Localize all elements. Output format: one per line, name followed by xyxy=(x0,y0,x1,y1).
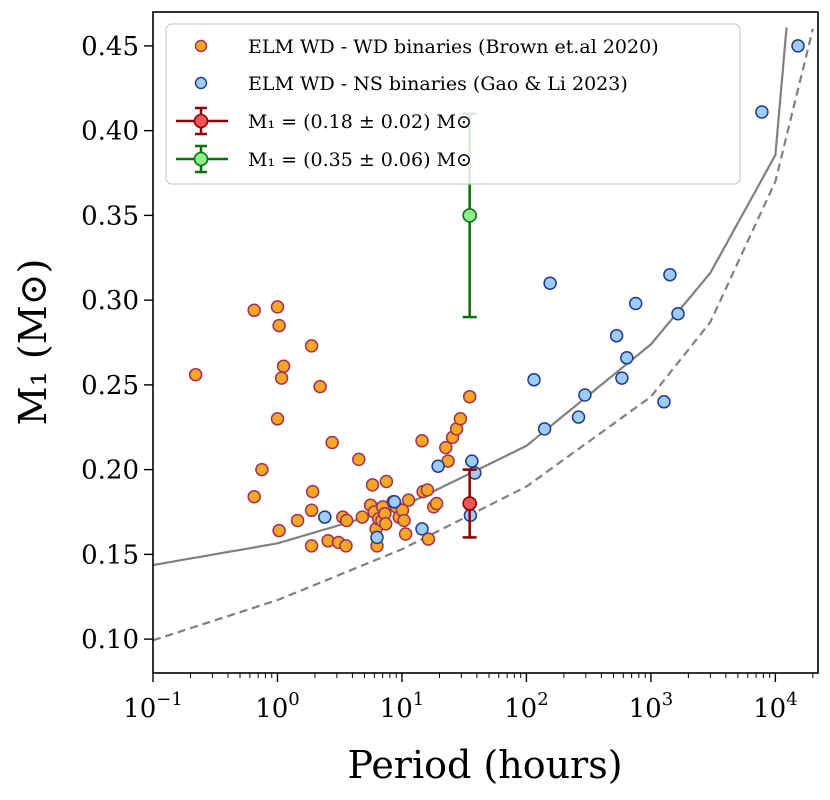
wd-wd-point xyxy=(274,371,289,385)
legend-entry-4: M₁ = (0.35 ± 0.06) M⊙ xyxy=(176,144,472,174)
wd-wd-point xyxy=(365,478,380,492)
y-axis-ticks: 0.10 0.15 0.20 0.25 0.30 0.35 0.40 0.45 xyxy=(81,32,153,655)
y-tick-label: 0.35 xyxy=(81,201,139,231)
wd-wd-point xyxy=(378,517,393,531)
wd-wd-point xyxy=(325,435,339,450)
y-axis-title: M₁ (M⊙) xyxy=(11,259,55,426)
wd-wd-point xyxy=(304,503,319,518)
wd-ns-point xyxy=(620,351,634,365)
wd-ns-point xyxy=(615,371,629,385)
wd-wd-point xyxy=(439,440,453,455)
x-tick-label: 102 xyxy=(504,689,549,724)
wd-ns-point xyxy=(387,495,402,509)
wd-wd-point xyxy=(420,483,435,497)
wd-wd-point xyxy=(276,359,291,373)
legend-label: M₁ = (0.35 ± 0.06) M⊙ xyxy=(248,149,472,171)
wd-wd-point xyxy=(272,318,286,333)
wd-wd-point xyxy=(398,527,413,541)
wd-wd-point xyxy=(188,367,203,382)
x-tick-label: 101 xyxy=(380,689,425,724)
wd-ns-point xyxy=(431,459,445,473)
legend-entry-2: ELM WD - NS binaries (Gao & Li 2023) xyxy=(194,73,628,95)
wd-wd-point xyxy=(305,484,320,499)
points-layer xyxy=(188,39,805,553)
wd-ns-point xyxy=(543,276,557,290)
wd-wd-point xyxy=(290,513,305,528)
wd-ns-point xyxy=(628,296,643,311)
wd-wd-point xyxy=(453,412,468,426)
wd-wd-point xyxy=(339,513,354,528)
plot-frame xyxy=(152,11,819,674)
wd-ns-point xyxy=(657,395,671,409)
x-tick-label: 10−1 xyxy=(123,689,183,724)
x-tick-label: 100 xyxy=(255,689,300,724)
legend-label: ELM WD - NS binaries (Gao & Li 2023) xyxy=(248,73,628,95)
legend-entry-1: ELM WD - WD binaries (Brown et.al 2020) xyxy=(194,36,659,58)
wd-wd-point xyxy=(339,539,353,553)
legend-label: M₁ = (0.18 ± 0.02) M⊙ xyxy=(248,111,472,133)
x-tick-label: 104 xyxy=(753,689,798,724)
wd-wd-point xyxy=(415,434,429,448)
wd-ns-point xyxy=(370,530,384,545)
y-tick-label: 0.45 xyxy=(81,32,139,62)
legend-label: ELM WD - WD binaries (Brown et.al 2020) xyxy=(248,36,659,58)
wd-ns-point xyxy=(318,510,332,524)
wd-wd-point xyxy=(355,510,370,524)
legend-box xyxy=(165,23,741,185)
errorbar-point-1 xyxy=(462,468,477,539)
wd-wd-point xyxy=(255,462,269,477)
wd-wd-point xyxy=(313,379,327,394)
wd-ns-point xyxy=(415,522,429,536)
y-tick-label: 0.10 xyxy=(81,625,139,655)
wd-wd-point xyxy=(270,300,285,314)
y-tick-label: 0.30 xyxy=(81,286,139,316)
y-tick-label: 0.20 xyxy=(81,456,139,486)
wd-wd-point xyxy=(397,513,411,528)
wd-wd-point xyxy=(304,539,319,553)
x-tick-label: 103 xyxy=(629,689,674,724)
wd-wd-point xyxy=(379,474,394,489)
wd-wd-point xyxy=(429,496,444,511)
wd-wd-point xyxy=(304,339,319,353)
wd-wd-point xyxy=(270,412,285,426)
wd-wd-point xyxy=(272,523,286,538)
wd-ns-point xyxy=(527,373,541,387)
x-axis-title: Period (hours) xyxy=(347,743,622,787)
wd-wd-point xyxy=(401,493,416,507)
wd-wd-point xyxy=(247,489,261,504)
wd-ns-point xyxy=(465,454,479,468)
wd-wd-point xyxy=(462,389,477,404)
wd-wd-point xyxy=(421,532,436,546)
curve-dashed xyxy=(152,28,814,642)
y-tick-label: 0.40 xyxy=(81,117,139,147)
wd-ns-point xyxy=(571,410,586,424)
wd-ns-point xyxy=(755,105,769,119)
wd-ns-point xyxy=(578,388,592,402)
x-axis-ticks: 10−1 100 101 102 103 104 xyxy=(123,673,814,724)
wd-ns-point xyxy=(791,39,805,53)
wd-ns-point xyxy=(663,267,677,282)
wd-wd-point xyxy=(352,452,366,467)
legend-entry-3: M₁ = (0.18 ± 0.02) M⊙ xyxy=(176,106,472,136)
legend: ELM WD - WD binaries (Brown et.al 2020) E… xyxy=(165,23,741,185)
wd-ns-point xyxy=(671,306,685,321)
y-tick-label: 0.25 xyxy=(81,371,139,401)
wd-wd-point xyxy=(247,303,261,318)
wd-ns-point xyxy=(609,328,624,343)
y-tick-label: 0.15 xyxy=(81,540,139,570)
wd-ns-point xyxy=(537,422,552,436)
